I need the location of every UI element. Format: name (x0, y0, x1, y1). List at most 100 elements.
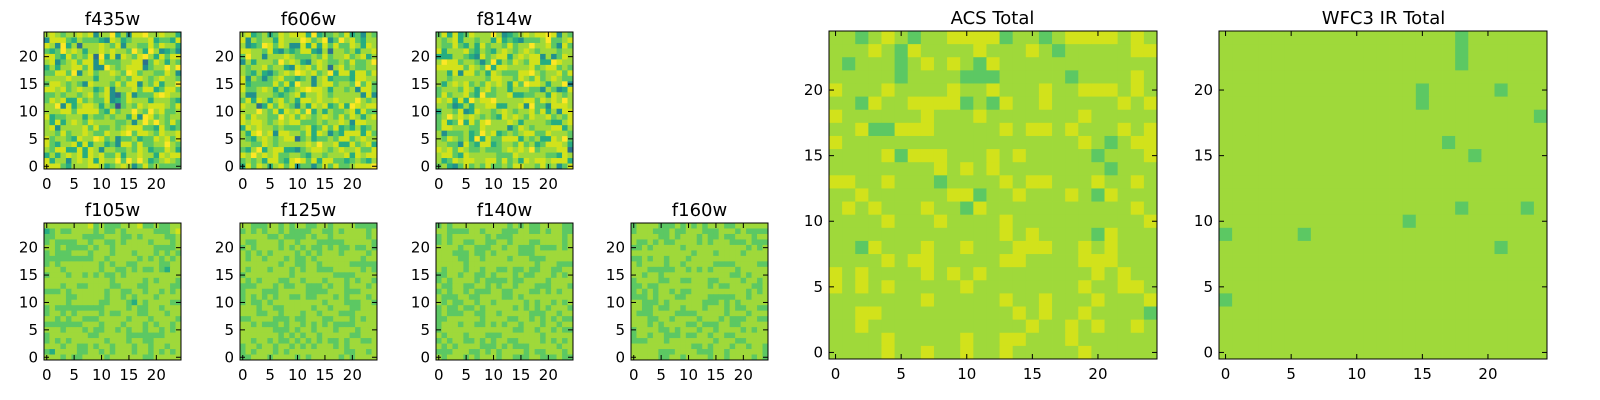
heatmap-cell (355, 272, 361, 279)
heatmap-cell (446, 48, 453, 55)
heatmap-cell (366, 327, 372, 333)
heatmap-cell (636, 327, 643, 333)
heatmap-cell (366, 354, 372, 361)
heatmap-cell (468, 42, 475, 49)
heatmap-cell (142, 158, 149, 164)
heatmap-cell (631, 266, 637, 273)
heatmap-cell (316, 163, 323, 170)
heatmap-cell (724, 261, 731, 268)
heatmap-cell (360, 141, 367, 148)
heatmap-cell (148, 261, 154, 268)
heatmap-cell (485, 343, 492, 350)
heatmap-cell (322, 59, 329, 66)
heatmap-cell (496, 163, 503, 170)
heatmap-cell (540, 97, 546, 104)
heatmap-cell (71, 75, 78, 82)
heatmap-cell (71, 48, 78, 55)
heatmap-cell (658, 250, 665, 257)
heatmap-cell (153, 86, 160, 93)
heatmap-cell (496, 338, 503, 344)
heatmap-cell (556, 103, 563, 110)
heatmap-cell (245, 141, 252, 148)
heatmap-cell (142, 288, 149, 295)
heatmap-cell (71, 53, 78, 60)
heatmap-cell (366, 163, 372, 170)
heatmap-cell (250, 338, 257, 344)
heatmap-cell (170, 48, 176, 55)
heatmap-cell (740, 272, 747, 279)
heatmap-cell (338, 37, 345, 44)
heatmap-cell (713, 277, 720, 284)
heatmap-cell (327, 64, 334, 71)
heatmap-cell (267, 48, 274, 55)
heatmap-cell (338, 119, 345, 126)
heatmap-cell (894, 122, 909, 137)
heatmap-cell (261, 277, 268, 284)
heatmap-cell (1130, 31, 1145, 45)
heatmap-cell (567, 152, 574, 159)
heatmap-cell (842, 188, 856, 202)
heatmap-cell (441, 64, 448, 71)
heatmap-cell (540, 32, 546, 38)
heatmap-cell (54, 261, 61, 268)
heatmap-cell (562, 250, 568, 257)
heatmap-cell (322, 327, 329, 333)
heatmap-cell (746, 239, 752, 246)
heatmap-cell (338, 332, 345, 339)
heatmap-cell (474, 103, 481, 110)
heatmap-cell (327, 261, 334, 268)
heatmap-cell (1038, 83, 1053, 97)
heatmap-cell (556, 130, 563, 137)
heatmap-cell (562, 152, 568, 159)
heatmap-cell (707, 223, 714, 229)
heatmap-cell (278, 92, 285, 99)
heatmap-cell (344, 70, 350, 77)
heatmap-cell (137, 158, 144, 164)
heatmap-cell (540, 244, 546, 251)
heatmap-cell (344, 310, 350, 317)
heatmap-cell (529, 332, 536, 339)
heatmap-cell (468, 338, 475, 344)
heatmap-cell (311, 32, 318, 38)
heatmap-cell (468, 223, 475, 229)
heatmap-cell (344, 136, 350, 142)
heatmap-cell (115, 75, 122, 82)
heatmap-cell (474, 244, 481, 251)
heatmap-cell (322, 349, 329, 355)
heatmap-cell (164, 294, 171, 301)
heatmap-cell (1143, 83, 1158, 97)
heatmap-cell (170, 283, 176, 290)
heatmap-cell (441, 125, 448, 132)
heatmap-cell (518, 147, 525, 153)
heatmap-cell (658, 327, 665, 333)
heatmap-cell (300, 305, 307, 312)
heatmap-cell (289, 272, 296, 279)
heatmap-cell (567, 343, 574, 350)
heatmap-cell (109, 136, 116, 142)
heatmap-cell (556, 277, 563, 284)
heatmap-cell (76, 75, 83, 82)
heatmap-cell (371, 338, 378, 344)
heatmap-cell (131, 158, 138, 164)
heatmap-cell (691, 239, 698, 246)
heatmap-cell (245, 354, 252, 361)
heatmap-cell (164, 108, 171, 115)
heatmap-cell (355, 228, 361, 235)
heatmap-cell (250, 277, 257, 284)
heatmap-cell (164, 64, 171, 71)
x-tick-label: 20 (539, 175, 558, 193)
heatmap-cell (718, 233, 725, 240)
heatmap-cell (518, 228, 525, 235)
heatmap-cell (49, 108, 56, 115)
heatmap-cell (267, 97, 274, 104)
heatmap-cell (441, 37, 448, 44)
heatmap-cell (250, 86, 257, 93)
heatmap-cell (104, 42, 111, 49)
heatmap-cell (674, 327, 681, 333)
heatmap-cell (1143, 175, 1158, 189)
heatmap-cell (148, 70, 154, 77)
heatmap-cell (534, 42, 541, 49)
heatmap-cell (556, 228, 563, 235)
heatmap-cell (540, 233, 546, 240)
heatmap-cell (463, 97, 470, 104)
